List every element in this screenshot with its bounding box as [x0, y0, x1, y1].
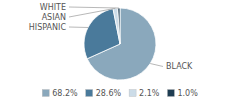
annotation: WHITE [40, 3, 66, 12]
leader-line [69, 27, 88, 28]
legend-swatch [167, 90, 174, 97]
slice [84, 9, 120, 59]
legend-label: 28.6% [96, 89, 122, 98]
annotations: BLACK HISPANICASIANWHITE [29, 3, 193, 71]
annotation: ASIAN [42, 13, 66, 22]
legend-swatch [86, 90, 93, 97]
annotation: BLACK [166, 62, 193, 71]
slice [118, 8, 120, 44]
leader-line [150, 64, 163, 67]
legend-label: 1.0% [177, 89, 198, 98]
leader-line [69, 8, 115, 17]
annotation: HISPANIC [29, 23, 67, 32]
leader-line [69, 7, 119, 8]
slice [113, 8, 120, 44]
legend-label: 2.1% [139, 89, 160, 98]
legend-label: 68.2% [52, 89, 78, 98]
legend-swatch [42, 90, 49, 97]
legend: 68.2% 28.6% 2.1% 1.0% [42, 89, 198, 98]
legend-swatch [129, 90, 136, 97]
chart: BLACK HISPANICASIANWHITE 68.2% 28.6% 2.1% 1.0… [0, 0, 240, 100]
pie [84, 8, 156, 80]
